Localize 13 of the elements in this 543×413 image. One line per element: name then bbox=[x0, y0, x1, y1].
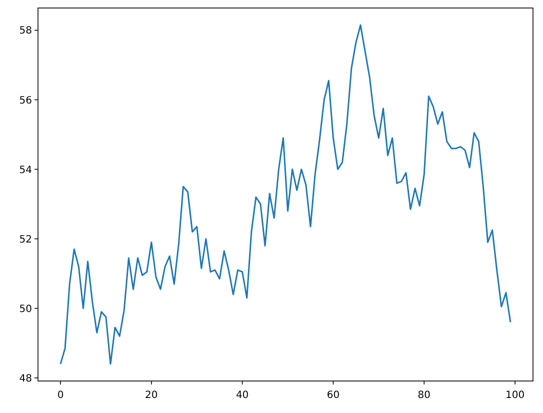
y-tick-label: 52 bbox=[19, 234, 32, 246]
x-tick-label: 0 bbox=[57, 390, 64, 401]
y-tick-label: 50 bbox=[19, 304, 32, 315]
y-tick-label: 48 bbox=[19, 373, 32, 384]
y-tick-label: 54 bbox=[19, 164, 32, 176]
y-tick-label: 58 bbox=[19, 26, 32, 37]
line-series bbox=[60, 24, 512, 365]
x-tick-label: 80 bbox=[418, 390, 431, 401]
x-tick-label: 100 bbox=[506, 390, 525, 401]
y-tick-label: 56 bbox=[19, 95, 32, 106]
x-tick-label: 20 bbox=[145, 390, 158, 401]
x-tick-label: 40 bbox=[236, 390, 249, 401]
x-tick-label: 60 bbox=[326, 390, 340, 401]
